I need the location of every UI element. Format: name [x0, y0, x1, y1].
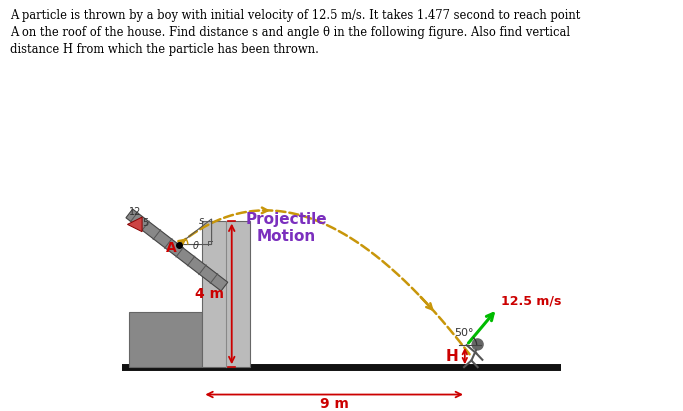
Polygon shape — [129, 312, 202, 367]
Text: 50°: 50° — [454, 328, 473, 338]
Text: 5: 5 — [142, 218, 148, 228]
Text: 12: 12 — [128, 207, 141, 217]
Text: 9 m: 9 m — [320, 397, 348, 411]
Text: s: s — [199, 217, 204, 226]
Text: θ: θ — [193, 241, 199, 251]
Text: Projectile
Motion: Projectile Motion — [246, 212, 327, 244]
Text: 4 m: 4 m — [195, 287, 224, 301]
Text: H: H — [445, 349, 458, 364]
Circle shape — [472, 339, 483, 350]
Text: 12.5 m/s: 12.5 m/s — [501, 294, 561, 307]
Polygon shape — [126, 209, 227, 291]
Polygon shape — [128, 217, 142, 232]
Text: A particle is thrown by a boy with initial velocity of 12.5 m/s. It takes 1.477 : A particle is thrown by a boy with initi… — [10, 9, 581, 56]
Text: A: A — [166, 241, 177, 255]
Polygon shape — [202, 221, 250, 367]
